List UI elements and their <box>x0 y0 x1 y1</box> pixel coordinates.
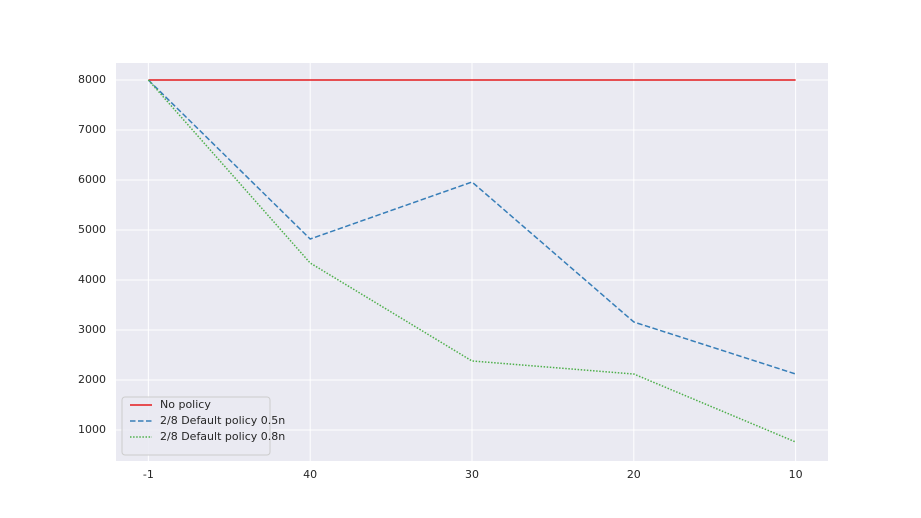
y-tick-label: 3000 <box>78 323 106 336</box>
x-tick-label: 20 <box>627 468 641 481</box>
legend-label: 2/8 Default policy 0.5n <box>160 414 285 427</box>
x-tick-label: 30 <box>465 468 479 481</box>
y-tick-label: 4000 <box>78 273 106 286</box>
y-tick-label: 8000 <box>78 73 106 86</box>
legend-box <box>121 396 271 456</box>
y-tick-label: 2000 <box>78 373 106 386</box>
series-line <box>147 79 796 443</box>
legend-label: No policy <box>160 398 211 411</box>
y-tick-label: 7000 <box>78 123 106 136</box>
x-tick-label: -1 <box>143 468 154 481</box>
y-tick-label: 6000 <box>78 173 106 186</box>
legend: No policy 2/8 Default policy 0.5n 2/8 Defa… <box>121 396 285 456</box>
legend-label: 2/8 Default policy 0.8n <box>160 430 285 443</box>
x-tick-label: 10 <box>789 468 803 481</box>
y-tick-label: 1000 <box>78 423 106 436</box>
series-line <box>147 79 796 375</box>
x-tick-label: 40 <box>303 468 317 481</box>
y-tick-label: 5000 <box>78 223 106 236</box>
